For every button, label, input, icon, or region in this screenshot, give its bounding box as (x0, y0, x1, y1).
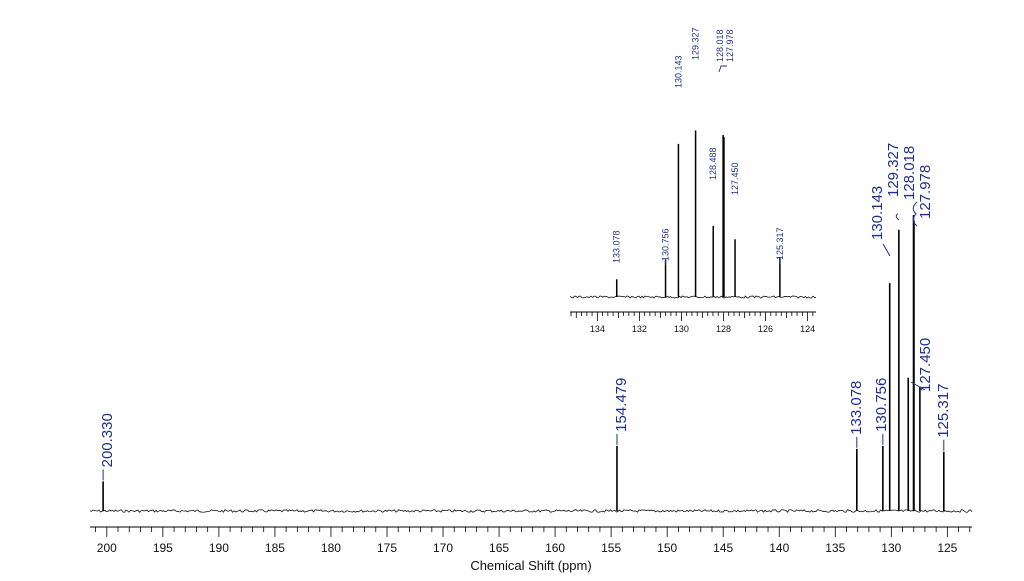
tick-label: 132 (632, 324, 647, 334)
main-x-axis: 200 195 190 185 180 175 170 165 160 155 150 145 140 1… (90, 526, 972, 555)
tick-label: 124 (800, 324, 815, 334)
inset-peak-label-130-143: 130.143 (673, 55, 683, 88)
x-axis-title: Chemical Shift (ppm) (470, 558, 591, 573)
inset-peak-label-127-978: 127.978 (725, 29, 735, 62)
tick-label: 134 (590, 324, 605, 334)
baseline-noise-trace (569, 295, 817, 299)
peak-label-200-330: 200.330 (99, 413, 116, 467)
tick-label: 180 (321, 541, 341, 555)
tick-label: 135 (825, 541, 845, 555)
tick-label: 195 (153, 541, 173, 555)
label-connector (882, 243, 891, 257)
tick-label: 165 (489, 541, 509, 555)
inset-peaks (615, 130, 781, 297)
tick-label: 128 (716, 324, 731, 334)
inset-x-axis: 134 132 130 128 126 124 (570, 311, 816, 334)
tick-label: 140 (769, 541, 789, 555)
label-connector (718, 65, 727, 73)
label-connector (895, 213, 900, 221)
peak-label-130-143: 130.143 (869, 186, 886, 240)
peak-label-128-018: 128.018 (901, 146, 918, 200)
tick-label: 160 (545, 541, 565, 555)
tick-label: 175 (377, 541, 397, 555)
baseline-noise-trace (89, 509, 973, 513)
inset-peak-label-128-018: 128.018 (715, 29, 725, 62)
label-connector (912, 201, 918, 227)
peak-label-133-078: 133.078 (848, 381, 865, 435)
tick-label: 126 (758, 324, 773, 334)
tick-label: 155 (601, 541, 621, 555)
inset-peak-label-130-756: 130.756 (661, 228, 671, 261)
tick-label: 145 (713, 541, 733, 555)
tick-label: 125 (937, 541, 957, 555)
inset-baseline-noise (569, 295, 817, 299)
peak-label-127-450: 127.450 (917, 338, 934, 392)
main-peaks (102, 215, 945, 511)
tick-label: 130 (674, 324, 689, 334)
tick-label: 185 (265, 541, 285, 555)
tick-label: 200 (97, 541, 117, 555)
inset-spectrum: 134 132 130 128 126 124 133.078 130.756 130.143… (569, 27, 817, 334)
tick-label: 190 (209, 541, 229, 555)
inset-peak-label-125-317: 125.317 (775, 227, 785, 260)
label-connector (910, 381, 926, 391)
tick-label: 130 (881, 541, 901, 555)
peak-label-154-479: 154.479 (613, 378, 630, 432)
tick-label: 150 (657, 541, 677, 555)
inset-peak-label-128-488: 128.488 (708, 147, 718, 180)
peak-label-130-756: 130.756 (873, 378, 890, 432)
inset-peak-label-129-327: 129.327 (691, 27, 701, 60)
inset-peak-label-127-450: 127.450 (730, 162, 740, 195)
tick-label: 170 (433, 541, 453, 555)
peak-label-127-978: 127.978 (917, 165, 934, 219)
inset-peak-label-133-078: 133.078 (612, 230, 622, 263)
inset-peak-labels: 133.078 130.756 130.143 129.327 128.488 128.0… (612, 27, 785, 265)
main-baseline-noise (89, 509, 973, 513)
peak-label-129-327: 129.327 (885, 143, 902, 197)
peak-label-125-317: 125.317 (935, 384, 952, 438)
